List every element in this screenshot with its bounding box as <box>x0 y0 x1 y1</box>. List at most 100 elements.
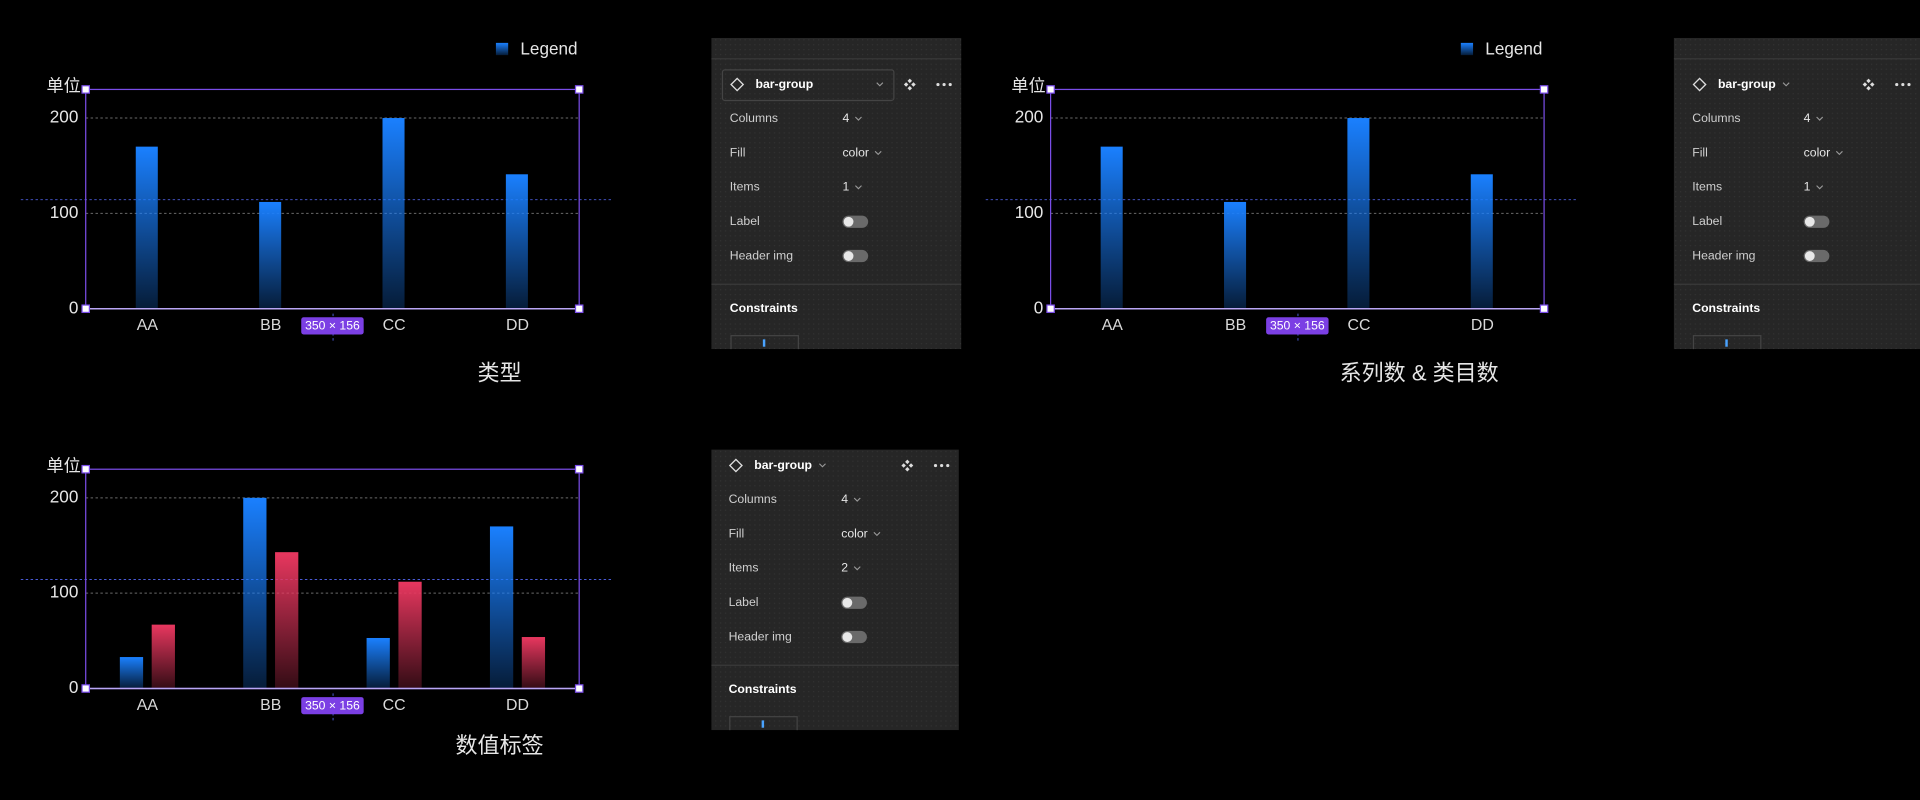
property-label: Fill <box>730 145 746 159</box>
y-tick-label: 200 <box>50 486 79 506</box>
bar <box>259 201 282 309</box>
property-label: Label <box>729 595 759 609</box>
property-value: 4 <box>841 492 848 506</box>
legend-swatch <box>495 42 509 56</box>
bar <box>243 497 267 689</box>
x-tick-label: AA <box>137 317 159 334</box>
resize-handle <box>1539 304 1549 314</box>
more-icon <box>936 82 940 87</box>
x-tick-label: DD <box>506 697 529 714</box>
bar <box>489 526 514 689</box>
panel-edge <box>1673 349 1920 355</box>
resize-handle <box>81 304 91 314</box>
bar <box>398 581 422 689</box>
legend-label: Legend <box>1485 39 1542 59</box>
property-label: Columns <box>730 111 778 125</box>
y-tick-label: 200 <box>1015 107 1044 127</box>
move-icon <box>908 463 914 468</box>
resize-handle <box>81 684 91 693</box>
x-tick-label: BB <box>260 317 281 334</box>
component-icon <box>728 458 743 473</box>
resize-handle <box>574 464 584 474</box>
section-title: Constraints <box>729 682 797 696</box>
size-label: 350 × 156 <box>1270 319 1325 333</box>
property-label: Label <box>730 214 760 228</box>
bar <box>1347 118 1370 309</box>
x-tick-label: CC <box>1348 317 1371 334</box>
component-name: bar-group <box>754 458 812 472</box>
component-icon <box>730 77 745 92</box>
more-icon <box>1895 82 1899 87</box>
move-icon <box>901 463 906 468</box>
x-tick-label: AA <box>137 697 159 714</box>
chevron <box>874 150 882 156</box>
bar <box>366 637 390 689</box>
property-value: color <box>1804 145 1831 159</box>
resize-handle <box>81 464 91 474</box>
property-value: 4 <box>842 111 849 125</box>
property-label: Header img <box>730 248 793 262</box>
chevron <box>1782 82 1790 87</box>
more-icon <box>933 463 938 468</box>
properties-panel <box>1673 37 1920 350</box>
more-icon <box>946 463 950 468</box>
section-title: Constraints <box>1692 301 1760 315</box>
y-tick-label: 0 <box>69 677 79 697</box>
toggle-knob <box>1804 251 1815 261</box>
toggle-knob <box>843 251 854 261</box>
more-icon <box>1901 82 1905 87</box>
chevron <box>1816 185 1824 190</box>
properties-panel <box>711 37 962 350</box>
constraint-mark <box>1725 339 1728 347</box>
bar <box>382 118 405 309</box>
x-tick-label: CC <box>383 317 406 334</box>
y-tick-label: 100 <box>50 202 79 222</box>
chevron <box>873 531 881 537</box>
property-value: 1 <box>842 180 849 194</box>
x-tick-label: BB <box>1225 317 1246 334</box>
bar <box>1100 146 1123 309</box>
bar <box>151 624 175 689</box>
y-axis-label: 单位 <box>47 76 81 96</box>
property-label: Fill <box>1692 145 1708 159</box>
x-tick-label: DD <box>506 317 529 334</box>
legend-swatch <box>1460 42 1474 56</box>
chevron <box>854 116 862 121</box>
x-tick-label: CC <box>383 697 406 714</box>
x-tick-label: AA <box>1102 317 1124 334</box>
chevron <box>876 82 884 87</box>
resize-handle <box>574 684 584 693</box>
legend-label: Legend <box>520 39 577 59</box>
y-axis-label: 单位 <box>47 455 81 475</box>
y-axis-label: 单位 <box>1011 76 1045 96</box>
y-tick-label: 100 <box>1015 202 1044 222</box>
toggle-knob <box>842 632 853 642</box>
more-icon <box>1907 82 1911 87</box>
x-tick-label: BB <box>260 697 281 714</box>
more-icon <box>948 82 952 87</box>
size-badge <box>1266 317 1329 335</box>
bar <box>275 552 299 689</box>
resize-handle <box>574 85 584 94</box>
bar <box>135 146 158 309</box>
move-icon <box>903 82 909 87</box>
property-label: Columns <box>729 492 777 506</box>
chevron <box>853 497 861 502</box>
x-tick-label: DD <box>1471 317 1494 334</box>
bar <box>119 657 144 689</box>
size-label: 350 × 156 <box>305 699 360 713</box>
property-label: Columns <box>1692 111 1740 125</box>
bar <box>505 174 528 309</box>
chevron <box>854 185 862 190</box>
property-label: Label <box>1692 214 1722 228</box>
properties-panel <box>711 449 959 731</box>
more-icon <box>942 82 946 87</box>
resize-handle <box>1539 85 1549 94</box>
constraint-mark <box>761 720 765 728</box>
property-value: 1 <box>1804 180 1811 194</box>
toggle-knob <box>843 216 854 227</box>
bar <box>1470 174 1493 309</box>
component-name: bar-group <box>756 77 814 91</box>
size-label: 350 × 156 <box>305 319 360 333</box>
resize-handle <box>1046 85 1055 94</box>
